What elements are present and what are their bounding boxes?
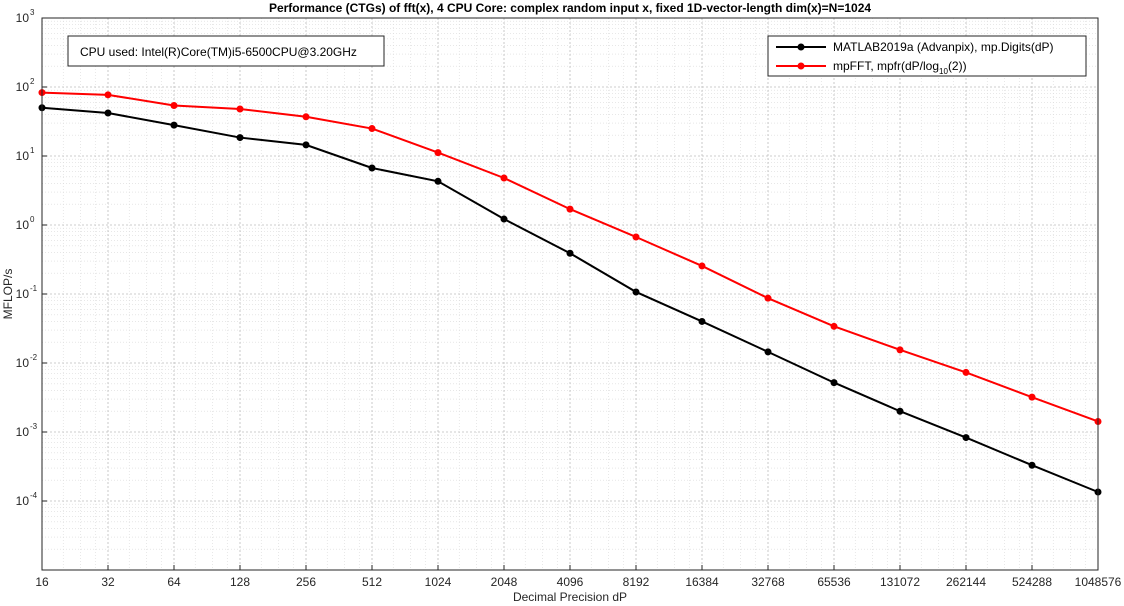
y-tick-exponent: 2 [30,77,35,86]
x-axis-label: Decimal Precision dP [513,590,627,604]
axis-ticks: 16 32 64 128 256 512 1024 2048 4096 8192 16384 3276… [16,8,1122,589]
y-tick-label: 10 [16,425,30,439]
data-point-series-1 [500,174,508,182]
data-point-series-0 [764,348,772,356]
x-tick-label: 32 [101,575,115,589]
legend-box [767,35,1087,77]
data-point-series-0 [566,249,574,257]
legend-label-mpfft-subscript: 10 [939,67,948,76]
legend-label-mpfft-main: mpFFT, mpfr(dP/log [833,59,939,73]
data-point-series-1 [236,105,244,113]
data-point-series-1 [962,368,970,376]
y-tick-label: 10 [16,494,30,508]
x-tick-label: 32768 [751,575,785,589]
y-tick-exponent: 1 [30,146,35,155]
legend-label-matlab: MATLAB2019a (Advanpix), mp.Digits(dP) [833,40,1054,54]
y-tick-exponent: -4 [30,491,38,500]
legend: MATLAB2019a (Advanpix), mp.Digits(dP) mp… [767,35,1087,77]
y-tick-exponent: -1 [30,284,38,293]
x-tick-label: 131072 [880,575,920,589]
x-tick-label: 64 [167,575,181,589]
data-point-series-1 [368,125,376,133]
x-tick-label: 512 [362,575,382,589]
cpu-annotation: CPU used: Intel(R)Core(TM)i5-6500CPU@3.2… [67,35,385,67]
x-tick-label: 65536 [817,575,851,589]
x-tick-label: 256 [296,575,316,589]
data-point-series-0 [632,288,640,296]
y-tick-exponent: -3 [30,422,38,431]
grid [41,17,1099,570]
x-tick-label: 1024 [425,575,452,589]
data-point-series-0 [962,434,970,442]
data-point-series-1 [170,101,178,109]
y-tick-label: 10 [16,149,30,163]
data-point-series-1 [104,91,112,99]
data-point-series-0 [368,164,376,172]
y-tick-label: 10 [16,356,30,370]
data-point-series-0 [104,109,112,117]
x-tick-label: 262144 [946,575,986,589]
data-point-series-1 [1028,393,1036,401]
data-point-series-0 [500,215,508,223]
data-point-series-0 [896,407,904,415]
y-tick-exponent: 3 [30,8,35,17]
x-tick-label: 16384 [685,575,719,589]
x-tick-label: 16 [35,575,49,589]
y-tick-label: 10 [16,218,30,232]
y-tick-exponent: 0 [30,215,35,224]
data-point-series-0 [698,317,706,325]
series-layer [38,89,1102,496]
x-tick-label: 4096 [557,575,584,589]
y-tick-exponent: -2 [30,353,38,362]
legend-label-mpfft: mpFFT, mpfr(dP/log10(2)) [833,59,967,76]
annotation-box [67,35,385,67]
data-point-series-0 [236,134,244,142]
y-tick-label: 10 [16,287,30,301]
data-point-series-1 [434,149,442,157]
data-point-series-0 [302,141,310,149]
data-point-series-0 [170,121,178,129]
chart-title: Performance (CTGs) of fft(x), 4 CPU Core… [269,1,871,15]
x-tick-label: 2048 [491,575,518,589]
data-point-series-1 [830,322,838,330]
data-point-series-0 [434,177,442,185]
y-tick-label: 10 [16,11,30,25]
annotation-text: CPU used: Intel(R)Core(TM)i5-6500CPU@3.2… [80,45,357,59]
legend-marker-matlab [797,43,805,51]
data-point-series-1 [764,294,772,302]
data-point-series-1 [302,113,310,121]
data-point-series-1 [896,346,904,354]
y-tick-label: 10 [16,80,30,94]
data-point-series-1 [632,233,640,241]
legend-marker-mpfft [797,62,805,70]
y-axis-label: MFLOP/s [1,269,15,320]
data-point-series-1 [566,205,574,213]
data-point-series-0 [830,379,838,387]
x-tick-label: 8192 [623,575,650,589]
x-tick-label: 524288 [1012,575,1052,589]
x-tick-label: 128 [230,575,250,589]
x-tick-label: 1048576 [1075,575,1122,589]
data-point-series-1 [698,262,706,270]
data-point-series-0 [1028,461,1036,469]
legend-label-mpfft-suffix: (2)) [948,59,967,73]
